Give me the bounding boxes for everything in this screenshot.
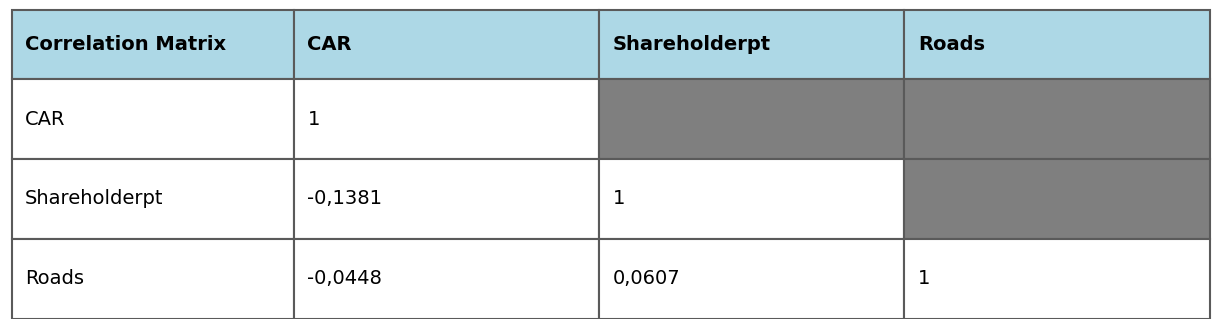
Text: 1: 1: [612, 189, 626, 208]
Bar: [293, 239, 599, 319]
Text: 1: 1: [918, 270, 930, 288]
Text: Shareholderpt: Shareholderpt: [24, 189, 164, 208]
Bar: [904, 79, 1210, 159]
Text: Roads: Roads: [24, 270, 84, 288]
Bar: [599, 79, 904, 159]
Bar: [12, 79, 293, 159]
Bar: [293, 159, 599, 239]
Text: 1: 1: [308, 110, 320, 129]
Bar: [599, 239, 904, 319]
Bar: [599, 10, 904, 79]
Bar: [12, 10, 293, 79]
Bar: [904, 239, 1210, 319]
Text: 0,0607: 0,0607: [612, 270, 681, 288]
Text: Roads: Roads: [918, 35, 985, 54]
Text: Correlation Matrix: Correlation Matrix: [24, 35, 226, 54]
Text: Shareholderpt: Shareholderpt: [612, 35, 771, 54]
Text: CAR: CAR: [24, 110, 66, 129]
Bar: [293, 10, 599, 79]
Bar: [904, 10, 1210, 79]
Text: -0,0448: -0,0448: [308, 270, 382, 288]
Text: -0,1381: -0,1381: [308, 189, 382, 208]
Bar: [293, 79, 599, 159]
Bar: [12, 159, 293, 239]
Bar: [12, 239, 293, 319]
Bar: [599, 159, 904, 239]
Text: CAR: CAR: [308, 35, 352, 54]
Bar: [904, 159, 1210, 239]
